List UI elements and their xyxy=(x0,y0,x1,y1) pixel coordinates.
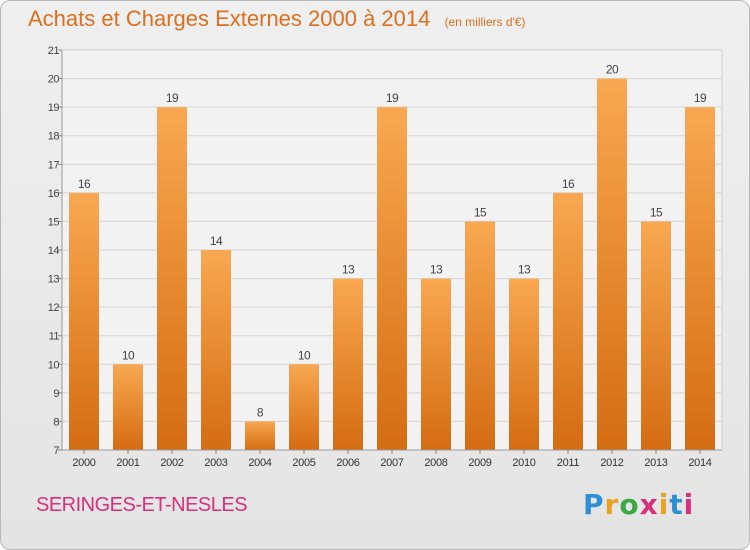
data-label-2012: 20 xyxy=(606,63,619,77)
data-label-2008: 13 xyxy=(430,263,443,277)
logo-letter: x xyxy=(639,488,659,521)
bar-2011 xyxy=(553,192,583,450)
x-tick-label: 2000 xyxy=(72,457,95,469)
data-label-2003: 14 xyxy=(210,234,223,248)
chart-title-text: Achats et Charges Externes 2000 à 2014 xyxy=(28,6,431,31)
bar-2002 xyxy=(157,107,187,451)
x-tick-label: 2012 xyxy=(600,457,623,469)
x-tick-label: 2011 xyxy=(557,457,580,469)
x-tick-label: 2003 xyxy=(204,457,227,469)
x-tick-label: 2009 xyxy=(468,457,491,469)
x-tick-label: 2010 xyxy=(512,457,535,469)
bar-2013 xyxy=(641,221,671,450)
data-label-2014: 19 xyxy=(694,91,707,105)
y-tick-label: 14 xyxy=(48,245,60,257)
bar-2014 xyxy=(685,107,715,451)
bar-2000 xyxy=(69,192,99,450)
y-tick-label: 10 xyxy=(48,359,60,371)
bar-2012 xyxy=(597,78,627,451)
x-tick-label: 2013 xyxy=(644,457,667,469)
data-label-2005: 10 xyxy=(298,348,311,362)
data-label-2011: 16 xyxy=(562,177,575,191)
bar-2008 xyxy=(421,278,451,450)
data-label-2001: 10 xyxy=(122,348,135,362)
data-label-2006: 13 xyxy=(342,263,355,277)
logo-letter: i xyxy=(658,488,670,521)
data-label-2009: 15 xyxy=(474,205,487,219)
y-tick-label: 17 xyxy=(48,159,60,171)
y-tick-label: 9 xyxy=(53,388,59,400)
data-label-2004: 8 xyxy=(257,405,264,419)
data-label-2007: 19 xyxy=(386,91,399,105)
logo-letter: i xyxy=(683,488,695,521)
y-tick-label: 11 xyxy=(49,331,60,343)
x-axis: 2000 2001 2002 2003 2004 2005 2006 2007 2008 2009… xyxy=(62,449,722,469)
data-label-2000: 16 xyxy=(78,177,91,191)
logo-letter: r xyxy=(604,488,620,521)
x-tick-label: 2007 xyxy=(380,457,403,469)
y-tick-label: 18 xyxy=(48,131,60,143)
bar-2006 xyxy=(333,278,363,450)
bar-2004 xyxy=(245,421,275,450)
x-tick-label: 2006 xyxy=(336,457,359,469)
chart-subtitle: (en milliers d'€) xyxy=(444,15,526,29)
bar-2005 xyxy=(289,364,319,450)
data-label-2010: 13 xyxy=(518,263,531,277)
y-tick-label: 7 xyxy=(53,445,59,457)
data-label-2013: 15 xyxy=(650,205,663,219)
logo-letter: o xyxy=(619,488,640,521)
y-axis: 7 8 9 10 11 12 13 14 15 16 17 18 19 20 21 xyxy=(48,45,63,457)
y-tick-label: 19 xyxy=(48,102,60,114)
proxiti-logo: Proxiti xyxy=(583,488,694,521)
x-tick-label: 2005 xyxy=(292,457,315,469)
y-tick-label: 21 xyxy=(48,45,60,57)
bar-2010 xyxy=(509,278,539,450)
bar-2007 xyxy=(377,107,407,451)
bar-2003 xyxy=(201,250,231,450)
y-tick-label: 16 xyxy=(48,188,60,200)
logo-letter: P xyxy=(583,488,605,521)
x-tick-label: 2008 xyxy=(424,457,447,469)
x-tick-label: 2004 xyxy=(248,457,271,469)
chart-title: Achats et Charges Externes 2000 à 2014 (… xyxy=(28,6,525,32)
y-tick-label: 15 xyxy=(48,216,60,228)
y-tick-label: 20 xyxy=(48,74,60,86)
x-tick-label: 2001 xyxy=(116,457,139,469)
logo-letter: t xyxy=(669,488,684,521)
y-tick-label: 13 xyxy=(48,274,60,286)
bar-2001 xyxy=(113,364,143,450)
x-tick-label: 2014 xyxy=(688,457,711,469)
bar-2009 xyxy=(465,221,495,450)
town-name: SERINGES-ET-NESLES xyxy=(36,494,248,516)
bars: 16 10 19 14 8 10 13 19 13 15 13 16 20 15 19 xyxy=(69,63,715,451)
x-tick-label: 2002 xyxy=(160,457,183,469)
data-label-2002: 19 xyxy=(166,91,179,105)
y-tick-label: 8 xyxy=(53,416,59,428)
y-tick-label: 12 xyxy=(48,302,60,314)
